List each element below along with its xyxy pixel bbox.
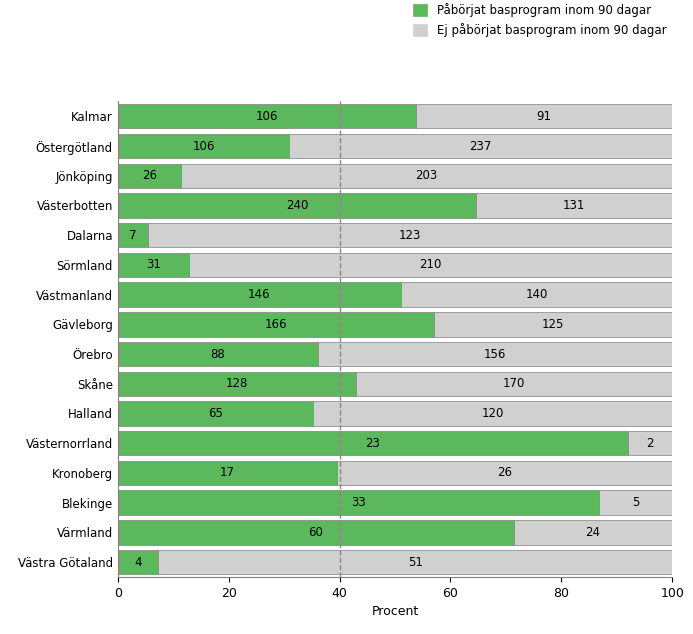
Text: 166: 166 <box>265 318 287 331</box>
Text: 23: 23 <box>365 437 380 450</box>
Bar <box>189 253 672 277</box>
X-axis label: Procent: Procent <box>371 605 419 618</box>
Bar <box>118 312 434 337</box>
Bar <box>158 550 672 574</box>
Text: 26: 26 <box>142 169 157 182</box>
Bar <box>289 134 672 158</box>
Bar <box>118 491 599 515</box>
Bar <box>313 401 672 425</box>
Text: 203: 203 <box>415 169 437 182</box>
Bar <box>118 193 477 217</box>
Text: 106: 106 <box>192 139 215 153</box>
Text: 125: 125 <box>542 318 564 331</box>
Text: 17: 17 <box>220 467 235 479</box>
Text: 88: 88 <box>211 347 225 361</box>
Text: 170: 170 <box>503 377 525 391</box>
Text: 2: 2 <box>647 437 653 450</box>
Text: 237: 237 <box>469 139 492 153</box>
Text: 51: 51 <box>407 555 423 569</box>
Text: 26: 26 <box>497 467 512 479</box>
Bar <box>118 282 401 307</box>
Bar <box>401 282 672 307</box>
Bar <box>118 104 416 129</box>
Text: 131: 131 <box>563 199 586 212</box>
Bar <box>118 520 514 545</box>
Text: 123: 123 <box>398 229 421 242</box>
Text: 128: 128 <box>226 377 248 391</box>
Bar <box>628 431 672 455</box>
Text: 5: 5 <box>632 496 640 509</box>
Bar <box>599 491 672 515</box>
Bar <box>477 193 672 217</box>
Text: 7: 7 <box>129 229 137 242</box>
Bar <box>118 550 158 574</box>
Text: 31: 31 <box>146 259 161 271</box>
Text: 156: 156 <box>484 347 506 361</box>
Bar <box>118 401 313 425</box>
Legend: Påbörjat basprogram inom 90 dagar, Ej påbörjat basprogram inom 90 dagar: Påbörjat basprogram inom 90 dagar, Ej på… <box>413 3 666 37</box>
Text: 33: 33 <box>351 496 366 509</box>
Bar <box>148 223 672 247</box>
Bar <box>318 342 672 366</box>
Bar <box>181 164 672 188</box>
Text: 210: 210 <box>419 259 442 271</box>
Text: 140: 140 <box>525 288 547 301</box>
Text: 91: 91 <box>536 110 552 123</box>
Text: 240: 240 <box>286 199 308 212</box>
Text: 106: 106 <box>256 110 278 123</box>
Bar <box>118 223 148 247</box>
Text: 120: 120 <box>481 407 504 420</box>
Text: 65: 65 <box>208 407 222 420</box>
Text: 146: 146 <box>248 288 270 301</box>
Bar <box>118 372 356 396</box>
Bar <box>118 342 318 366</box>
Bar <box>434 312 672 337</box>
Bar <box>337 461 672 485</box>
Bar <box>118 461 337 485</box>
Bar <box>416 104 672 129</box>
Bar <box>118 431 628 455</box>
Bar <box>356 372 672 396</box>
Bar <box>514 520 672 545</box>
Text: 60: 60 <box>308 526 323 539</box>
Bar <box>118 134 289 158</box>
Bar <box>118 164 181 188</box>
Text: 4: 4 <box>134 555 142 569</box>
Text: 24: 24 <box>586 526 601 539</box>
Bar <box>118 253 189 277</box>
